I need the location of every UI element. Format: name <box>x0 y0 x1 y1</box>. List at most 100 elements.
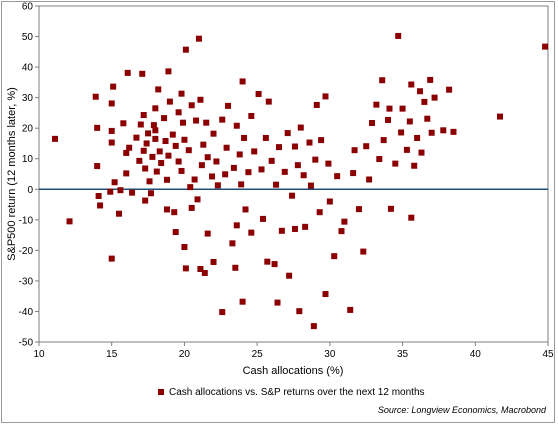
data-point <box>347 306 354 313</box>
data-point <box>350 170 357 177</box>
data-point <box>262 134 269 141</box>
x-tick-label: 40 <box>470 349 482 360</box>
data-point <box>450 128 457 135</box>
data-point <box>360 248 367 255</box>
data-point <box>386 105 393 112</box>
legend-marker <box>158 389 164 395</box>
data-point <box>146 178 153 185</box>
x-axis-title: Cash allocations (%) <box>243 365 344 377</box>
y-tick-label: -10 <box>19 215 34 226</box>
y-tick-label: 50 <box>22 32 34 43</box>
data-point <box>239 78 246 85</box>
data-point <box>210 258 217 265</box>
data-point <box>95 192 102 199</box>
data-point <box>213 158 220 165</box>
y-tick-label: 60 <box>22 2 34 13</box>
data-point <box>195 35 202 42</box>
data-point <box>66 218 73 225</box>
data-point <box>408 81 415 88</box>
data-point <box>318 137 325 144</box>
data-point <box>242 206 249 213</box>
x-tick-label: 10 <box>33 349 45 360</box>
data-point <box>153 168 160 175</box>
data-point <box>291 225 298 232</box>
data-point <box>363 143 370 150</box>
x-tick-label: 15 <box>106 349 118 360</box>
data-point <box>147 190 154 197</box>
y-tick-label: 20 <box>22 124 34 135</box>
data-point <box>219 309 226 316</box>
data-point <box>307 182 314 189</box>
data-point <box>542 43 549 50</box>
data-point <box>316 209 323 216</box>
data-point <box>418 149 425 156</box>
data-point <box>403 146 410 153</box>
data-point <box>325 160 332 167</box>
data-point <box>129 189 136 196</box>
data-point <box>162 138 169 145</box>
data-point <box>284 130 291 137</box>
x-tick-label: 35 <box>397 349 409 360</box>
data-point <box>245 169 252 176</box>
data-point <box>326 198 333 205</box>
data-point <box>204 154 211 161</box>
data-point <box>274 299 281 306</box>
data-point <box>408 214 415 221</box>
data-point <box>142 197 149 204</box>
data-point <box>203 119 210 126</box>
data-point <box>265 98 272 105</box>
data-point <box>108 127 115 134</box>
data-point <box>175 109 182 116</box>
data-point <box>398 129 405 136</box>
data-point <box>392 160 399 167</box>
data-point <box>322 93 329 100</box>
data-point <box>166 98 173 105</box>
x-tick-label: 20 <box>179 349 191 360</box>
data-point <box>380 137 387 144</box>
data-point <box>275 144 282 151</box>
data-point <box>145 130 152 137</box>
data-point <box>136 157 143 164</box>
data-point <box>255 90 262 97</box>
data-point <box>108 100 115 107</box>
data-point <box>341 218 348 225</box>
data-point <box>294 162 301 169</box>
data-point <box>178 167 185 174</box>
data-point <box>178 90 185 97</box>
data-point <box>334 173 341 180</box>
data-point <box>258 166 265 173</box>
data-point <box>169 131 176 138</box>
data-point <box>158 160 165 167</box>
x-axis: 10 15 20 25 30 35 40 45 <box>33 342 554 360</box>
data-point <box>300 172 307 179</box>
data-point <box>223 144 230 151</box>
data-point <box>421 98 428 105</box>
y-tick-label: -50 <box>19 338 34 349</box>
data-point <box>296 308 303 315</box>
data-point <box>497 113 504 120</box>
x-tick-label: 45 <box>542 349 554 360</box>
data-point <box>271 261 278 268</box>
data-point <box>399 105 406 112</box>
data-point <box>181 244 188 251</box>
data-point <box>165 152 172 159</box>
data-point <box>149 153 156 160</box>
data-point <box>229 240 236 247</box>
data-point <box>204 230 211 237</box>
x-tick-label: 25 <box>252 349 264 360</box>
y-tick-label: 0 <box>27 185 33 196</box>
data-point <box>395 32 402 39</box>
data-point <box>286 272 293 279</box>
data-point <box>152 135 159 142</box>
y-tick-label: 30 <box>22 93 34 104</box>
data-points <box>51 32 549 330</box>
data-point <box>209 173 216 180</box>
data-point <box>92 93 99 100</box>
data-point <box>133 134 140 141</box>
data-point <box>278 227 285 234</box>
data-point <box>424 115 431 122</box>
data-point <box>264 258 271 265</box>
data-point <box>187 184 194 191</box>
